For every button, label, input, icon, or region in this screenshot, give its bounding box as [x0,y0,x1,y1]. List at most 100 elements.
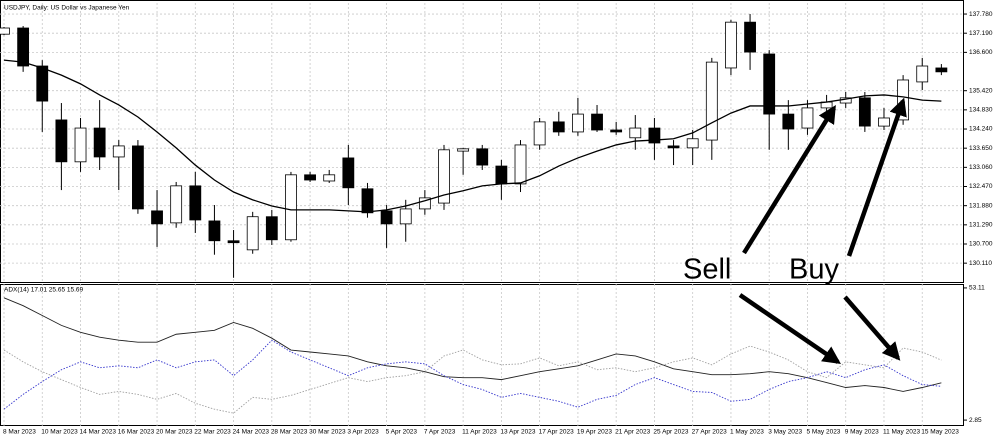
candle-body [418,197,431,210]
candle-body [93,127,106,158]
candle-body [0,27,10,35]
y-tick-label: 130.110 [969,260,992,267]
x-tick-label: 21 Apr 2023 [615,429,650,436]
x-tick-label: 28 Mar 2023 [271,429,308,436]
x-tick-label: 24 Mar 2023 [233,429,270,436]
candle-body [399,208,412,225]
candle-body [878,117,890,127]
x-tick-label: 3 Apr 2023 [347,429,379,436]
candle-body [935,67,948,73]
candle-body [265,216,278,241]
x-tick-label: 1 May 2023 [730,429,764,436]
x-tick-label: 17 Apr 2023 [539,429,574,436]
candle-body [591,113,603,131]
candle-body [285,174,297,241]
candle-body [782,113,795,130]
candle-body [667,145,680,149]
candle-body [705,61,718,141]
chart-title: USDJPY, Daily: US Dollar vs Japanese Yen [4,5,130,12]
candle-body [533,121,546,146]
y-tick-label: 131.880 [969,202,993,209]
x-tick-label: 13 Apr 2023 [500,429,535,436]
candle-body [246,216,259,251]
y-tick-label: 136.600 [969,49,993,56]
candle-body [438,149,450,204]
candle-body [74,127,87,163]
x-tick-label: 5 Apr 2023 [386,429,418,436]
x-tick-label: 27 Apr 2023 [692,429,727,436]
indicator-line [3,297,942,392]
candle-body [380,210,393,225]
arrow [738,293,841,365]
x-tick-label: 9 May 2023 [845,429,879,436]
y-tick-label: 130.700 [969,241,993,248]
candle-body [304,174,316,181]
y-tick-label: 135.420 [969,87,993,94]
y-tick-label: 134.830 [969,107,993,114]
y-tick-label: 131.290 [969,222,993,229]
arrow [742,104,836,255]
indicator-line [3,339,942,410]
candle-body [151,210,163,225]
x-tick-label: 14 Mar 2023 [80,429,117,436]
candle-body [495,165,508,185]
indicator-title: ADX(14) 17.01 25.65 15.69 [4,287,84,294]
candle-body [629,127,642,139]
candle-body [55,119,68,163]
candle-body [227,240,240,244]
candle-body [17,27,30,67]
x-tick-label: 22 Mar 2023 [194,429,231,436]
candle-body [170,185,183,224]
candle-body [112,145,125,158]
candle-body [725,21,737,69]
candle-body [801,107,814,129]
y-tick-label: 53.11 [969,285,985,292]
candle-body [132,145,144,210]
price-panel [0,0,964,283]
x-tick-label: 25 Apr 2023 [653,429,688,436]
y-tick-label: 137.780 [969,11,993,18]
x-tick-label: 11 Apr 2023 [462,429,497,436]
plot: 8 Mar 2023 10 Mar 2023 14 Mar 2023 16 Mar 2… [0,3,993,436]
x-tick-label: 19 Apr 2023 [577,429,612,436]
candle-body [744,21,756,53]
candle-body [916,65,929,83]
y-tick-label: 134.240 [969,126,993,133]
candle-body [189,185,202,221]
annotation: Sell [683,254,731,286]
y-tick-label: 133.650 [969,145,993,152]
candle-body [858,97,871,127]
y-tick-label: 133.060 [969,164,993,171]
x-tick-label: 8 Mar 2023 [3,429,36,436]
candle-body [342,157,355,189]
x-tick-label: 20 Mar 2023 [156,429,193,436]
candle-body [208,220,221,242]
x-tick-label: 16 Mar 2023 [118,429,155,436]
candle-body [476,148,489,166]
candle-body [648,127,661,144]
candle-body [361,188,374,214]
moving-average [3,59,942,213]
candle-body [552,121,565,133]
candle-body [572,113,584,133]
arrow [846,97,907,257]
x-tick-label: 30 Mar 2023 [309,429,346,436]
x-tick-label: 15 May 2023 [921,429,959,436]
candle-body [610,129,623,133]
candle-body [36,65,49,102]
arrow [843,295,901,361]
indicator-line [3,345,942,414]
y-tick-label: 2.85 [969,417,982,424]
y-tick-label: 137.190 [969,30,993,37]
candle-body [457,148,470,152]
candle-body [514,144,527,185]
candle-body [323,174,336,182]
annotation: Buy [789,254,839,286]
x-tick-label: 11 May 2023 [883,429,920,436]
y-tick-label: 132.470 [969,183,993,190]
adx-panel [0,284,964,426]
x-tick-label: 5 May 2023 [806,429,840,436]
x-tick-label: 3 May 2023 [768,429,802,436]
candle-body [763,53,776,115]
